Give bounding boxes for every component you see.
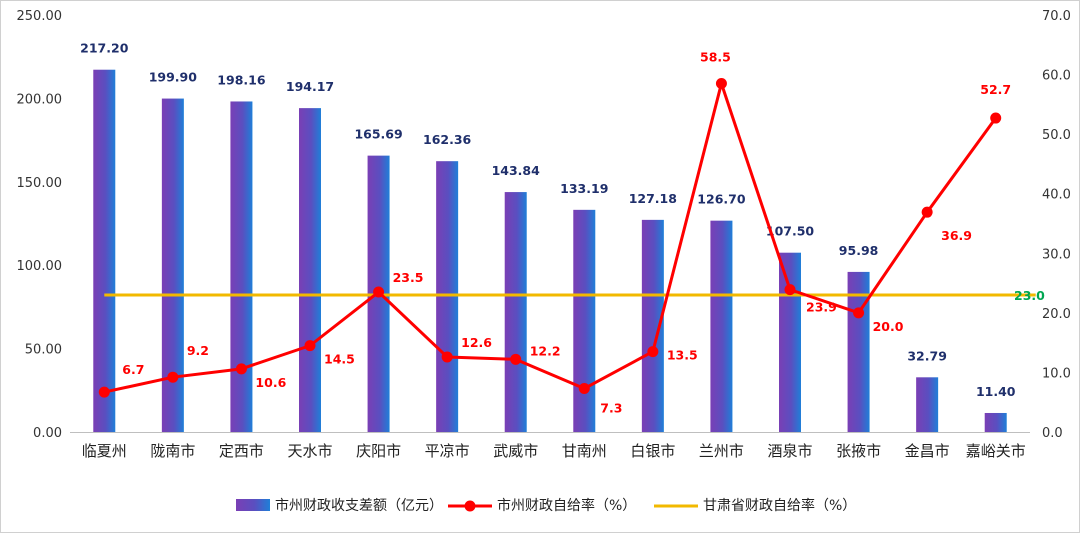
city-rate-point (921, 206, 933, 218)
city-rate-point (441, 351, 453, 363)
city-rate-point (510, 353, 522, 365)
bar (984, 412, 1007, 432)
bar-value-label: 133.19 (560, 181, 608, 196)
right-tick-label: 70.0 (1042, 9, 1071, 24)
left-tick-label: 150.00 (17, 176, 63, 191)
category-label: 兰州市 (699, 442, 744, 460)
city-rate-point (990, 112, 1002, 124)
bar-value-label: 198.16 (217, 72, 266, 87)
legend-bar-label: 市州财政收支差额（亿元） (275, 497, 443, 514)
bar (779, 252, 801, 432)
bar (230, 101, 253, 432)
city-rate-point (578, 383, 590, 395)
left-tick-label: 200.00 (17, 92, 63, 107)
legend: 市州财政收支差额（亿元） 市州财政自给率（%） 甘肃省财政自给率（%） (236, 497, 856, 514)
left-y-axis: 0.00 50.00 100.00 150.00 200.00 250.00 (17, 9, 63, 441)
bar-value-label: 107.50 (766, 224, 815, 239)
legend-rate-marker (464, 500, 476, 512)
right-tick-label: 20.0 (1042, 307, 1071, 322)
city-rate-label: 52.7 (980, 82, 1011, 97)
city-rate-label: 7.3 (600, 401, 622, 416)
right-tick-label: 60.0 (1042, 69, 1071, 84)
bar-value-label: 217.20 (80, 41, 129, 56)
province-rate-series: 23.0 (104, 288, 1045, 303)
city-rate-label: 10.6 (255, 375, 286, 390)
category-label: 白银市 (630, 442, 675, 460)
city-rate-point (647, 346, 659, 358)
category-label: 武威市 (493, 442, 538, 460)
category-label: 平凉市 (425, 442, 470, 460)
bar (299, 108, 321, 432)
category-label: 金昌市 (905, 442, 950, 460)
x-axis: 临夏州 陇南市 定西市 天水市 庆阳市 平凉市 武威市 甘南州 白银市 兰州市 酒泉市 张掖市 金昌市嘉… (70, 432, 1030, 460)
city-rate-label: 58.5 (700, 50, 731, 65)
right-tick-label: 30.0 (1042, 247, 1071, 262)
bar-value-label: 126.70 (697, 192, 746, 207)
bar-value-label: 165.69 (354, 127, 402, 142)
category-label: 甘南州 (562, 442, 607, 460)
category-label: 庆阳市 (356, 442, 401, 460)
bar (436, 161, 459, 432)
left-tick-label: 250.00 (17, 9, 63, 24)
bar-value-label: 127.18 (629, 191, 677, 206)
city-rate-point (784, 284, 796, 296)
city-rate-label: 13.5 (667, 348, 698, 363)
legend-rate-label: 市州财政自给率（%） (497, 497, 636, 514)
bar-value-label: 32.79 (907, 348, 947, 363)
bar (504, 192, 527, 432)
category-label: 临夏州 (82, 442, 127, 460)
bar-value-label: 95.98 (839, 243, 879, 258)
left-tick-label: 100.00 (17, 259, 63, 274)
city-rate-series: 6.7 9.2 10.6 14.5 23.5 12.6 12.2 7.3 13.5 58.5 23.… (98, 50, 1011, 416)
city-rate-label: 6.7 (122, 362, 144, 377)
right-tick-label: 10.0 (1042, 366, 1071, 381)
city-rate-line (103, 82, 997, 394)
category-label: 嘉峪关市 (966, 442, 1026, 460)
city-rate-point (304, 340, 316, 352)
bar-value-label: 143.84 (492, 163, 541, 178)
legend-province-label: 甘肃省财政自给率（%） (703, 497, 856, 514)
city-rate-label: 23.5 (393, 270, 424, 285)
right-y-axis: 0.0 10.0 20.0 30.0 40.0 50.0 60.0 70.0 (1042, 9, 1071, 441)
city-rate-label: 36.9 (941, 228, 972, 243)
bar (93, 69, 116, 433)
city-rate-point (373, 286, 385, 298)
city-rate-point (853, 307, 865, 319)
bar-value-label: 11.40 (976, 384, 1016, 399)
bar-value-label: 199.90 (149, 70, 198, 85)
left-tick-label: 0.00 (33, 426, 62, 441)
category-label: 张掖市 (836, 442, 881, 460)
category-label: 天水市 (287, 442, 332, 460)
bar (161, 98, 184, 432)
city-rate-label: 12.2 (530, 343, 561, 358)
bar-value-label: 194.17 (286, 79, 334, 94)
city-rate-label: 9.2 (187, 343, 209, 358)
category-label: 酒泉市 (767, 442, 812, 460)
city-rate-point (235, 363, 247, 375)
right-tick-label: 0.0 (1042, 426, 1063, 441)
city-rate-point (715, 78, 727, 90)
city-rate-label: 14.5 (324, 352, 355, 367)
city-rate-point (167, 371, 179, 383)
city-rate-point (98, 386, 110, 398)
city-rate-label: 20.0 (873, 319, 904, 334)
left-tick-label: 50.00 (25, 343, 62, 358)
bar-value-label: 162.36 (423, 132, 472, 147)
city-rate-label: 12.6 (461, 335, 492, 350)
category-label: 定西市 (219, 442, 264, 460)
right-tick-label: 40.0 (1042, 188, 1071, 203)
city-rate-label: 23.9 (806, 300, 837, 315)
right-tick-label: 50.0 (1042, 128, 1071, 143)
bar (573, 209, 596, 432)
province-rate-label: 23.0 (1014, 288, 1045, 303)
bar (641, 219, 664, 432)
bar (916, 377, 939, 432)
legend-bar-swatch (236, 499, 270, 511)
category-label: 陇南市 (150, 442, 195, 460)
bar (710, 220, 733, 432)
